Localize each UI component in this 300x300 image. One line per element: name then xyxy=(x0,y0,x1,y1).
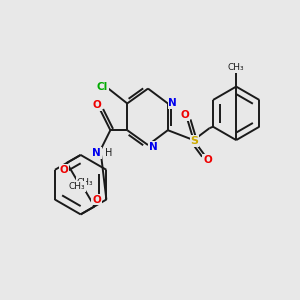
Text: O: O xyxy=(92,100,101,110)
Text: CH₃: CH₃ xyxy=(76,178,93,187)
Text: Cl: Cl xyxy=(97,82,108,92)
Text: CH₃: CH₃ xyxy=(68,182,85,191)
Text: O: O xyxy=(203,155,212,165)
Text: N: N xyxy=(92,148,101,158)
Text: O: O xyxy=(59,165,68,175)
Text: O: O xyxy=(92,194,101,205)
Text: CH₃: CH₃ xyxy=(228,63,244,72)
Text: H: H xyxy=(105,148,112,158)
Text: O: O xyxy=(180,110,189,120)
Text: N: N xyxy=(168,98,177,108)
Text: N: N xyxy=(148,142,157,152)
Text: S: S xyxy=(190,136,199,146)
